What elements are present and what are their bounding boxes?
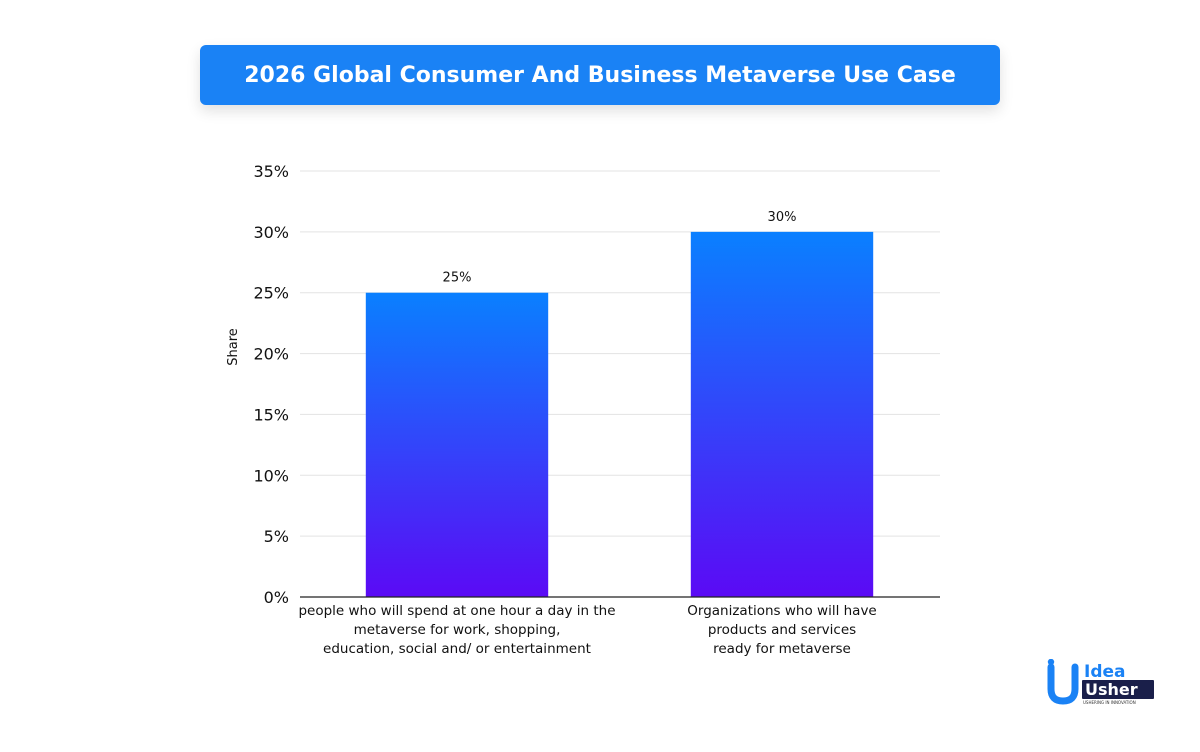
y-tick-label: 20% — [253, 345, 289, 364]
y-tick-label: 25% — [253, 284, 289, 303]
x-category-label: Organizations who will have products and … — [592, 602, 972, 659]
y-axis-label: Share — [226, 328, 241, 366]
y-tick-label: 35% — [253, 162, 289, 181]
y-tick-label: 0% — [264, 588, 289, 607]
x-category-label-line: Organizations who will have — [687, 603, 877, 619]
bar-value-label: 30% — [768, 210, 797, 225]
bars: 25% 30% — [365, 210, 874, 597]
x-category-label-line: ready for metaverse — [713, 641, 851, 657]
y-tick-label: 15% — [253, 405, 289, 424]
chart-title-banner: 2026 Global Consumer And Business Metave… — [200, 45, 1000, 105]
y-tick-label: 5% — [264, 527, 289, 546]
x-category-label-line: metaverse for work, shopping, — [353, 622, 561, 638]
logo-word-idea: Idea — [1084, 662, 1126, 682]
logo-word-usher: Usher — [1085, 680, 1138, 699]
logo-tagline: USHERING IN INNOVATION — [1083, 700, 1136, 705]
bar — [690, 231, 874, 597]
bar — [365, 292, 549, 597]
x-category-label-line: products and services — [707, 622, 857, 638]
x-category-label-line: people who will spend at one hour a day … — [298, 603, 616, 619]
y-tick-label: 30% — [253, 223, 289, 242]
bar-value-label: 25% — [443, 271, 472, 286]
x-category-label-line: education, social and/ or entertainment — [323, 641, 591, 657]
idea-usher-logo: Idea Usher USHERING IN INNOVATION — [1046, 658, 1156, 705]
chart-title: 2026 Global Consumer And Business Metave… — [244, 62, 956, 88]
x-category-label: people who will spend at one hour a day … — [267, 602, 647, 659]
axes: 0% 5% 10% 15% 20% 25% 30% 35% — [253, 162, 940, 607]
y-tick-label: 10% — [253, 466, 289, 485]
